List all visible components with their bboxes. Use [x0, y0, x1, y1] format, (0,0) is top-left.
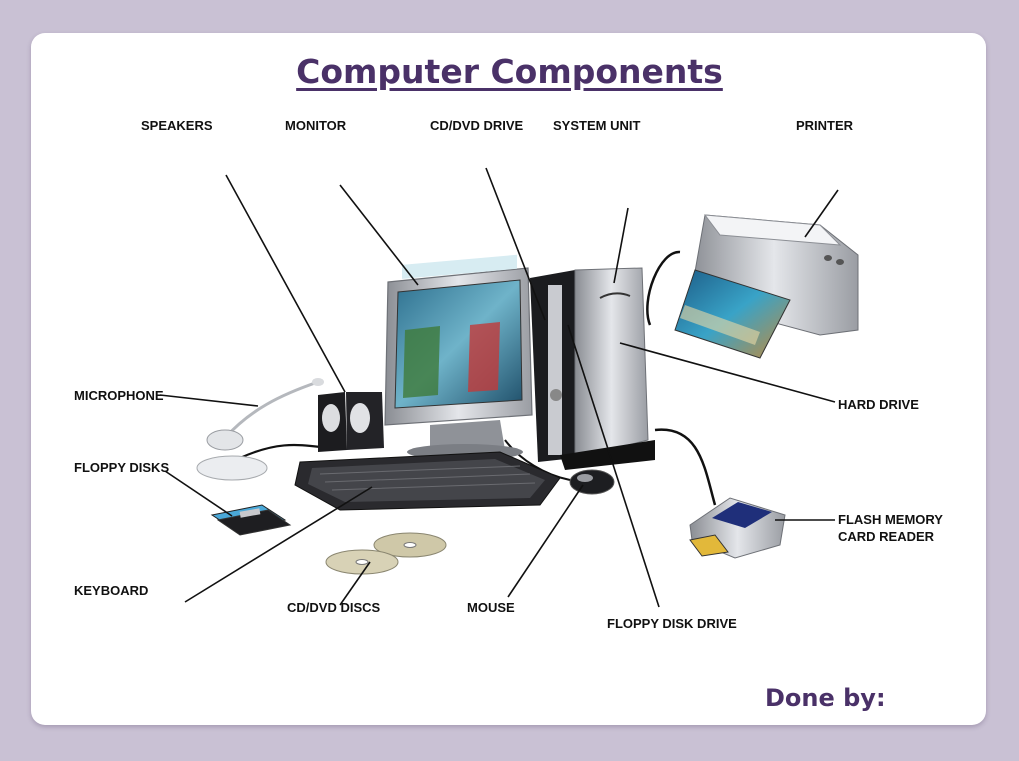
label-system-unit: SYSTEM UNIT	[553, 118, 641, 133]
floppy-disks-icon	[210, 504, 292, 536]
system-unit-leader	[613, 207, 629, 284]
card-reader-icon	[689, 497, 786, 559]
page-title: Computer Components	[296, 52, 723, 91]
cd-dvd-discs-icon	[325, 532, 447, 575]
keyboard-icon	[294, 451, 561, 511]
label-keyboard: KEYBOARD	[74, 583, 149, 598]
label-floppy-disks: FLOPPY DISKS	[74, 460, 170, 475]
microphone-leader	[159, 394, 259, 407]
mic-cable	[239, 443, 331, 460]
label-floppy-disk-drive: FLOPPY DISK DRIVE	[607, 616, 737, 631]
monitor-leader	[339, 184, 419, 286]
card-reader-cable	[654, 428, 717, 506]
label-hard-drive: HARD DRIVE	[838, 397, 919, 412]
label-printer: PRINTER	[796, 118, 854, 133]
monitor-icon	[384, 254, 533, 460]
floppy-disk-drive-leader	[567, 324, 660, 608]
leader-lines	[159, 167, 839, 608]
label-cd-dvd-drive: CD/DVD DRIVE	[430, 118, 524, 133]
printer-icon	[674, 214, 859, 359]
mouse-cable	[504, 439, 571, 481]
cd-dvd-drive-leader	[485, 167, 546, 321]
system-unit-icon	[530, 267, 655, 470]
keyboard-leader	[184, 486, 373, 603]
microphone-icon	[196, 378, 324, 481]
mouse-leader	[507, 484, 584, 598]
label-microphone: MICROPHONE	[74, 388, 164, 403]
speakers-icon	[318, 392, 384, 452]
label-mouse: MOUSE	[467, 600, 515, 615]
label-cd-dvd-discs: CD/DVD DISCS	[287, 600, 381, 615]
speakers-leader	[225, 174, 346, 393]
printer-leader	[804, 189, 839, 238]
label-flash-memory: FLASH MEMORY	[838, 512, 943, 527]
cd-dvd-discs-leader	[339, 561, 371, 606]
floppy-disks-leader	[164, 470, 233, 517]
done-by-text: Done by:	[765, 684, 886, 712]
mouse-icon	[569, 469, 615, 495]
printer-cable	[646, 250, 681, 326]
label-speakers: SPEAKERS	[141, 118, 213, 133]
label-monitor: MONITOR	[285, 118, 347, 133]
label-card-reader: CARD READER	[838, 529, 935, 544]
hard-drive-leader	[619, 342, 836, 403]
